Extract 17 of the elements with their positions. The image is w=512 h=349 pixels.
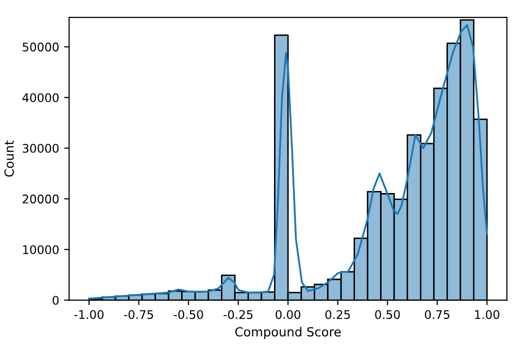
y-tick-label: 10000 [23,245,59,254]
y-tick-label: 50000 [22,42,59,52]
x-tick-label: 0.75 [424,310,450,319]
x-tick-label: 0.50 [375,310,400,319]
x-tick-label: -0.75 [124,310,154,319]
x-tick-label: -0.50 [174,310,203,319]
y-tick-label: 30000 [22,144,59,153]
x-tick-label: 1.00 [475,310,500,319]
x-tick-label: -0.25 [224,310,252,319]
x-axis-title: Compound Score [235,326,341,339]
x-tick-label: -1.00 [74,310,104,319]
y-axis-title: Count [4,140,14,177]
y-tick-label: 40000 [22,93,59,102]
x-tick-label: 0.25 [325,310,350,319]
y-tick-label: 0 [52,296,59,305]
y-tick-label: 20000 [22,194,59,204]
x-tick-label: 0.00 [276,310,300,319]
